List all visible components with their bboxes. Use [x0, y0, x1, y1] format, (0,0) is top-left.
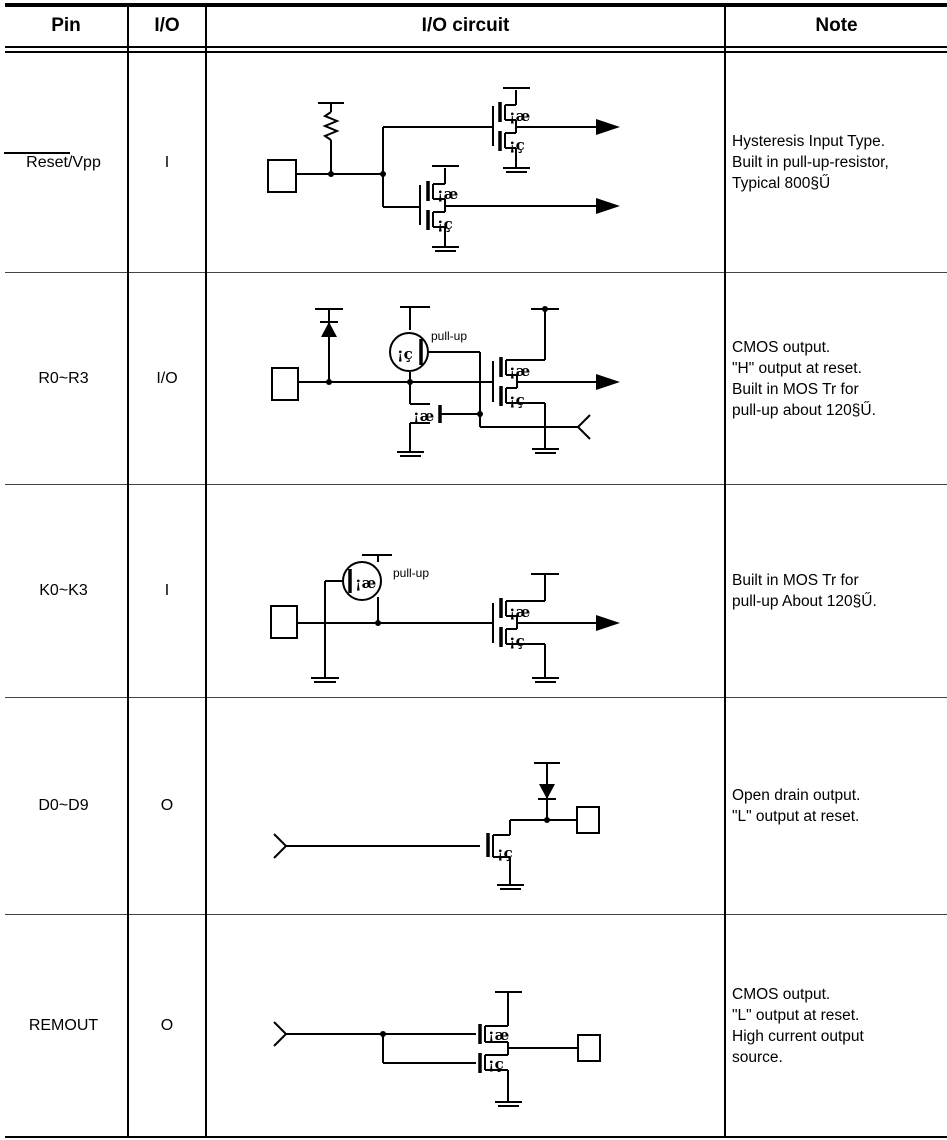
arrow-icon [596, 119, 620, 135]
note-line: Hysteresis Input Type. [732, 133, 886, 150]
note-line: CMOS output. [732, 338, 831, 356]
row-divider [5, 697, 947, 698]
note-line: Built in MOS Tr for [732, 380, 859, 398]
note-text: CMOS output. "H" output at reset. Built … [732, 273, 947, 484]
circuit-d0-d9: ¡ç [273, 762, 600, 890]
nmos-mark: ¡ç [437, 215, 453, 233]
circuit-reset-vpp: ¡æ ¡ç ¡æ ¡ç [267, 87, 620, 252]
pin-name: D0~D9 [38, 797, 89, 814]
nmos-mark: ¡ç [509, 632, 525, 650]
circuit-k0-k3: ¡æ pull-up ¡æ ¡ç [270, 554, 620, 683]
pad-icon [270, 605, 298, 639]
table-bottom-rule [5, 1136, 947, 1138]
reset-overline [4, 152, 70, 154]
diode-icon [539, 784, 555, 799]
pin-name: K0~K3 [39, 582, 88, 599]
nmos-mark: ¡ç [488, 1055, 504, 1073]
row-divider [5, 914, 947, 915]
note-line: Built in MOS Tr for [732, 572, 859, 589]
note-text: Built in MOS Tr for pull-up About 120§Ű. [732, 485, 947, 697]
pad-icon [576, 806, 600, 834]
note-text: Open drain output. "L" output at reset. [732, 698, 947, 914]
pullup-mark: ¡ç [397, 345, 413, 363]
note-text: Hysteresis Input Type. Built in pull-up-… [732, 53, 947, 272]
note-line: Open drain output. [732, 787, 861, 804]
note-text: CMOS output. "L" output at reset. High c… [732, 915, 947, 1136]
io-direction: O [160, 797, 174, 814]
note-line: pull-up About 120§Ű. [732, 593, 877, 610]
input-chevron-icon [273, 1021, 288, 1047]
pmos-mark: ¡æ [509, 603, 530, 621]
column-divider [205, 5, 207, 1138]
column-divider [127, 5, 129, 1138]
io-direction: I/O [156, 369, 178, 387]
pmos-mark: ¡æ [488, 1026, 509, 1044]
nmos-mark: ¡ç [509, 136, 525, 154]
pullup-mark: ¡æ [355, 574, 376, 592]
arrow-icon [596, 198, 620, 214]
input-chevron-icon [273, 833, 288, 859]
note-line: CMOS output. [732, 985, 831, 1003]
pmos-mark: ¡æ [437, 185, 458, 203]
transistor-pair-icon: ¡æ ¡ç [419, 165, 620, 252]
pin-name: Reset/Vpp [26, 153, 101, 171]
transistor-pair-icon: ¡æ ¡ç [492, 306, 620, 454]
transistor-pair-icon: ¡æ ¡ç [492, 573, 620, 683]
header-rule [5, 46, 947, 48]
io-direction: I [164, 153, 170, 171]
note-line: "L" output at reset. [732, 808, 860, 825]
circuit-remout: ¡æ ¡ç [273, 991, 601, 1107]
header-io: I/O [154, 15, 180, 36]
header-rule-2 [5, 51, 947, 53]
io-direction: I [164, 582, 170, 599]
note-line: Typical 800§Ű [732, 175, 831, 192]
diode-icon [321, 322, 337, 337]
transistor-pair-icon: ¡æ ¡ç [492, 87, 620, 173]
circuit-r0-r3: ¡ç pull-up ¡æ [271, 306, 620, 457]
pin-name: R0~R3 [38, 369, 89, 387]
input-chevron-icon [576, 414, 591, 440]
resistor-icon [322, 111, 340, 141]
header-io-circuit: I/O circuit [421, 15, 510, 36]
pullup-label: pull-up [393, 566, 429, 580]
pad-icon [577, 1034, 601, 1062]
pullup-label: pull-up [431, 329, 467, 343]
nmos-mark: ¡æ [413, 407, 434, 425]
row-divider [5, 484, 947, 485]
note-line: High current output [732, 1027, 864, 1045]
arrow-icon [596, 374, 620, 390]
pmos-mark: ¡æ [509, 107, 530, 125]
note-line: source. [732, 1048, 783, 1066]
column-divider [724, 5, 726, 1138]
pad-icon [267, 159, 297, 193]
row-divider [5, 272, 947, 273]
note-line: Built in pull-up-resistor, [732, 154, 889, 171]
io-direction: O [160, 1016, 174, 1034]
note-line: "L" output at reset. [732, 1006, 860, 1024]
table-top-rule [5, 3, 947, 7]
note-line: pull-up about 120§Ű. [732, 401, 876, 419]
transistor-pair-icon: ¡æ ¡ç [478, 991, 522, 1107]
arrow-icon [596, 615, 620, 631]
pmos-mark: ¡æ [509, 362, 530, 380]
nmos-mark: ¡ç [497, 844, 513, 862]
header-note: Note [815, 15, 858, 36]
nmos-mark: ¡ç [509, 391, 525, 409]
pad-icon [271, 367, 299, 401]
pin-name: REMOUT [28, 1016, 99, 1034]
header-pin: Pin [51, 15, 81, 36]
note-line: "H" output at reset. [732, 359, 862, 377]
